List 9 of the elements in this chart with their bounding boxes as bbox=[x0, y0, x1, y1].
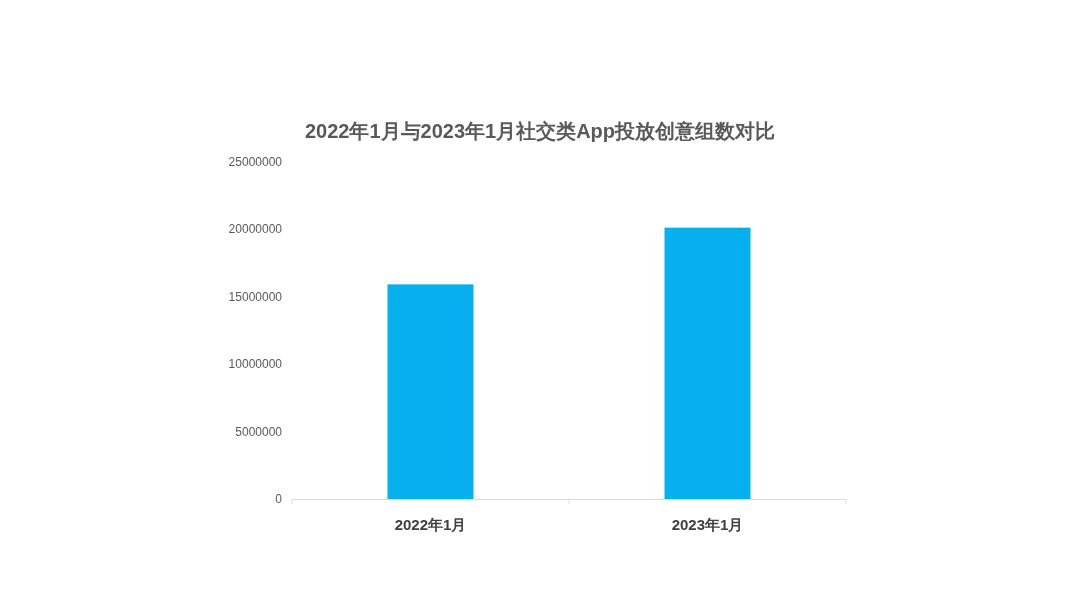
chart-title: 2022年1月与2023年1月社交类App投放创意组数对比 bbox=[304, 120, 776, 142]
y-tick-label: 20000000 bbox=[228, 222, 283, 236]
y-tick-label: 5000000 bbox=[235, 424, 283, 439]
y-tick-label: 25000000 bbox=[228, 154, 283, 169]
y-tick-label: 0 bbox=[275, 492, 283, 506]
y-tick-label: 15000000 bbox=[228, 289, 283, 304]
x-tick-label: 2023年1月 bbox=[671, 516, 744, 533]
y-tick-label: 10000000 bbox=[228, 357, 283, 371]
x-tick-label: 2022年1月 bbox=[394, 516, 467, 533]
